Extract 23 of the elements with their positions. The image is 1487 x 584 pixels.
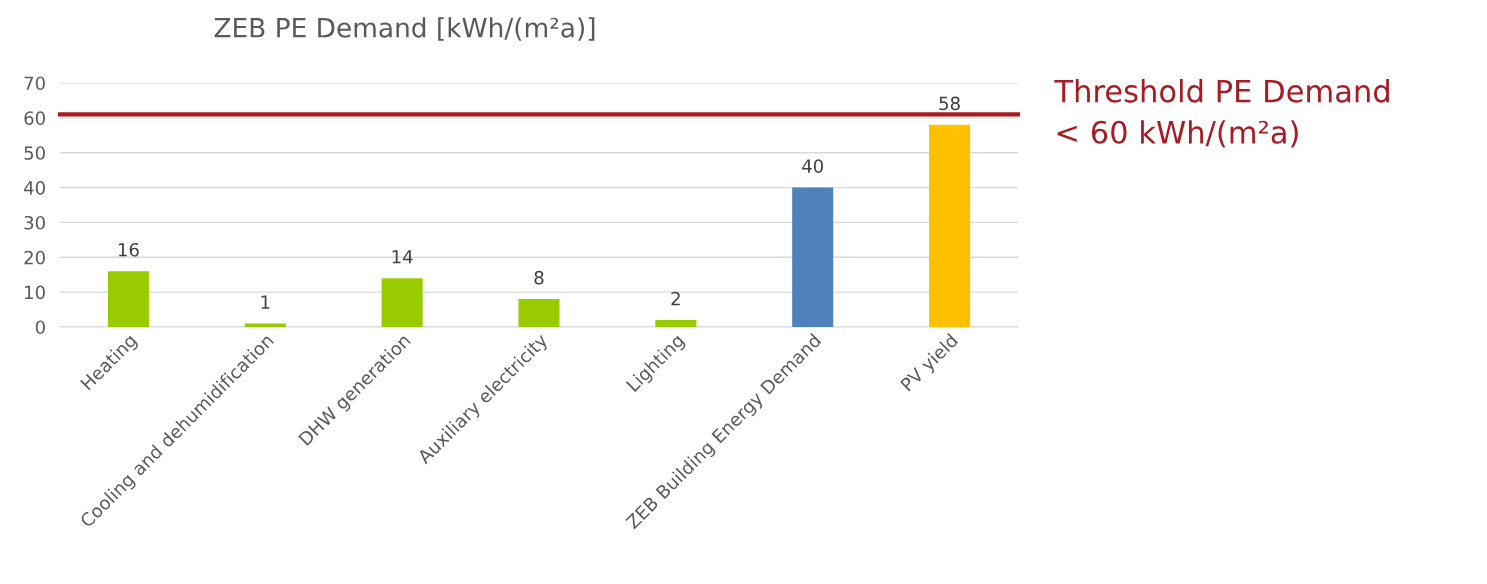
y-tick-label: 0 xyxy=(35,320,45,335)
data-label: 1 xyxy=(261,295,270,309)
data-label: 40 xyxy=(802,159,823,173)
y-tick-label: 30 xyxy=(24,215,45,230)
ref-line-label: Threshold PE Demand < 60 kWh/(m²a) xyxy=(1054,79,1389,148)
y-tick-label: 40 xyxy=(24,181,45,195)
y-tick-label: 10 xyxy=(25,285,45,300)
bar xyxy=(107,271,149,327)
bar xyxy=(518,299,560,327)
chart-title: ZEB PE Demand [kWh/(m²a)] xyxy=(214,17,595,41)
bar xyxy=(381,278,423,327)
data-label: 14 xyxy=(392,250,413,264)
y-tick-label: 50 xyxy=(24,146,45,160)
y-tick-label: 60 xyxy=(24,111,45,125)
data-label: 2 xyxy=(671,291,680,306)
data-label: 58 xyxy=(939,96,960,111)
data-label: 8 xyxy=(534,270,544,285)
bar xyxy=(929,124,971,327)
y-tick-label: 70 xyxy=(24,76,45,91)
y-tick-label: 20 xyxy=(24,250,45,265)
data-label: 16 xyxy=(118,242,139,257)
bar xyxy=(792,187,834,327)
bar xyxy=(655,320,697,327)
